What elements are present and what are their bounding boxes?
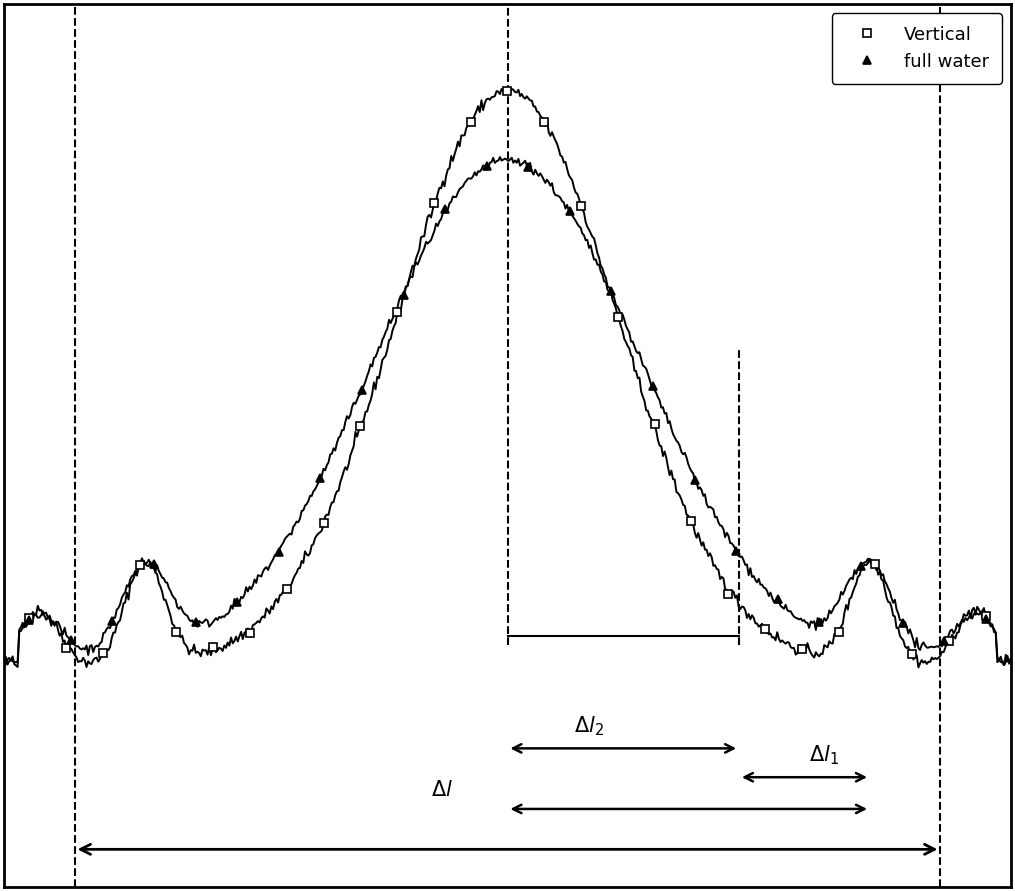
Vertical: [869, 559, 881, 569]
Vertical: [612, 312, 624, 323]
Vertical: [574, 201, 587, 212]
full water: [563, 206, 576, 217]
Vertical: [134, 560, 146, 570]
full water: [647, 380, 659, 391]
Text: $\Delta l_1$: $\Delta l_1$: [809, 743, 839, 767]
full water: [356, 385, 368, 396]
full water: [231, 596, 244, 607]
Vertical: [244, 627, 256, 638]
Vertical: [96, 647, 109, 658]
Text: $\Delta l$: $\Delta l$: [431, 781, 453, 800]
Vertical: [832, 626, 844, 637]
full water: [605, 286, 617, 297]
full water: [813, 617, 825, 628]
Vertical: [23, 613, 36, 624]
Line: full water: full water: [25, 162, 990, 645]
Vertical: [979, 610, 992, 621]
Vertical: [759, 624, 771, 634]
full water: [771, 594, 784, 605]
full water: [23, 615, 36, 625]
Vertical: [318, 518, 330, 528]
Vertical: [906, 649, 919, 659]
full water: [107, 616, 119, 626]
full water: [65, 634, 77, 645]
Vertical: [501, 86, 514, 96]
full water: [398, 290, 410, 300]
Vertical: [207, 642, 219, 652]
full water: [938, 636, 950, 647]
Vertical: [722, 589, 734, 600]
full water: [439, 204, 452, 215]
Vertical: [281, 584, 293, 595]
Vertical: [796, 643, 808, 654]
full water: [979, 613, 992, 624]
full water: [730, 546, 742, 557]
full water: [522, 162, 534, 173]
Vertical: [391, 307, 403, 317]
full water: [481, 161, 493, 172]
full water: [273, 547, 285, 558]
Vertical: [538, 116, 550, 127]
Vertical: [465, 117, 477, 127]
Vertical: [685, 516, 697, 527]
full water: [855, 561, 867, 572]
full water: [190, 617, 202, 627]
Vertical: [354, 421, 366, 431]
Vertical: [943, 636, 955, 647]
Line: Vertical: Vertical: [25, 86, 990, 658]
Legend: Vertical, full water: Vertical, full water: [832, 13, 1002, 84]
full water: [688, 474, 700, 485]
Vertical: [428, 197, 441, 208]
Vertical: [60, 643, 72, 654]
Text: $\Delta l_2$: $\Delta l_2$: [573, 715, 604, 738]
Vertical: [171, 626, 183, 637]
full water: [148, 558, 160, 568]
full water: [315, 472, 327, 483]
full water: [896, 617, 908, 628]
Vertical: [649, 418, 661, 429]
